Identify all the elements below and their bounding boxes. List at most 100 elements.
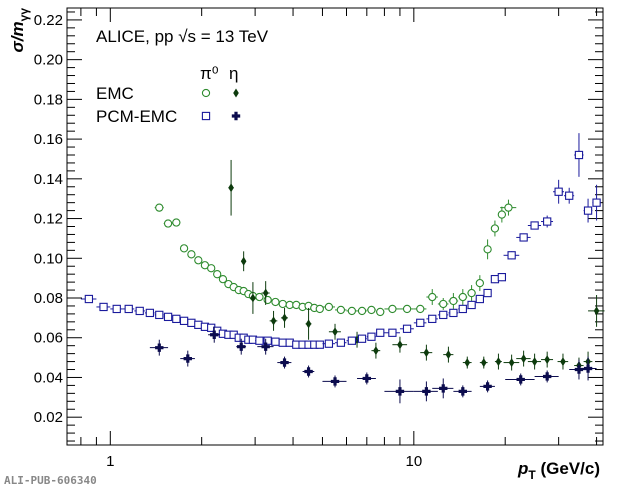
data-point (305, 319, 312, 329)
data-point (270, 316, 277, 326)
series-emc-0 (154, 199, 517, 317)
data-point (145, 308, 155, 318)
y-tick-label: 0.12 (34, 211, 63, 228)
data-point (373, 346, 379, 356)
data-point (583, 364, 593, 373)
data-point (255, 336, 264, 345)
data-point (263, 336, 272, 345)
data-point (574, 365, 584, 374)
legend-marker (201, 88, 211, 98)
data-point (480, 358, 487, 368)
data-point (124, 304, 133, 314)
data-point (464, 358, 471, 368)
publication-id: ALI-PUB-606340 (4, 474, 97, 487)
data-point (357, 306, 367, 316)
data-point (347, 306, 357, 316)
data-point (395, 387, 405, 396)
data-point (543, 217, 552, 226)
data-point (531, 357, 538, 367)
data-point (458, 304, 467, 314)
data-point (99, 302, 108, 312)
y-tick-label: 0.06 (34, 330, 63, 347)
y-tick-label: 0.16 (34, 131, 63, 148)
data-point (467, 300, 476, 310)
data-point (565, 191, 574, 200)
data-point (187, 318, 196, 327)
data-point (388, 304, 397, 314)
data-point (155, 343, 164, 352)
data-point (112, 304, 121, 314)
data-point (376, 328, 385, 337)
data-point (467, 288, 476, 298)
data-point (278, 299, 287, 309)
data-point (490, 224, 500, 233)
x-tick-label: 1 (106, 453, 114, 470)
data-point (347, 336, 357, 345)
series-extra-point (588, 295, 605, 327)
legend-label: PCM-EMC (96, 107, 177, 126)
data-point (376, 307, 385, 317)
data-point (263, 295, 272, 305)
data-point (261, 342, 270, 351)
legend: π⁰ η EMC PCM-EMC (96, 64, 241, 126)
data-point (179, 244, 189, 253)
data-point (574, 150, 584, 160)
data-point (362, 374, 372, 383)
data-point (490, 274, 500, 284)
axis-titles: pT (GeV/c) σ/mγγ (8, 8, 600, 482)
legend-header-eta: η (229, 64, 238, 83)
axes: 1 10 0.02 0.04 0.06 0.08 0.10 0.12 0.14 0.16 0.18 0… (34, 8, 603, 470)
data-point (357, 334, 367, 343)
data-point (271, 337, 280, 346)
data-point (213, 270, 222, 279)
data-point (240, 256, 247, 266)
y-axis-title: σ/mγγ (8, 8, 31, 53)
data-point (495, 357, 502, 367)
y-tick-label: 0.08 (34, 290, 63, 307)
data-point (439, 384, 448, 393)
data-point (280, 358, 289, 367)
data-point (497, 273, 507, 282)
y-tick-label: 0.14 (34, 171, 63, 188)
data-point (422, 387, 431, 396)
data-point (544, 355, 550, 365)
data-point (304, 367, 313, 376)
data-point (592, 198, 601, 207)
data-point (210, 330, 219, 339)
data-point (367, 305, 376, 315)
data-point (449, 296, 458, 306)
data-point (542, 372, 552, 381)
data-point (84, 294, 94, 304)
legend-marker (201, 111, 211, 121)
data-point (439, 299, 448, 309)
y-tick-label: 0.02 (34, 409, 63, 426)
data-point (560, 357, 566, 367)
data-point (402, 304, 412, 314)
data-point (271, 297, 280, 307)
data-point (332, 327, 338, 337)
chart-title: ALICE, pp √s = 13 TeV (96, 27, 269, 46)
data-point (336, 338, 346, 347)
data-point (397, 340, 403, 350)
data-point (508, 358, 515, 368)
data-point (583, 206, 593, 215)
data-point (315, 304, 324, 314)
data-point (416, 304, 425, 314)
data-point (250, 293, 256, 303)
data-point (449, 308, 458, 318)
data-point (519, 233, 528, 242)
data-point (428, 292, 437, 302)
data-point (367, 332, 376, 341)
data-point (516, 375, 525, 384)
data-point (483, 288, 492, 298)
data-point (593, 306, 600, 316)
data-point (445, 350, 452, 360)
data-point (402, 324, 412, 333)
data-point (179, 316, 189, 326)
data-point (324, 339, 334, 348)
data-point (172, 314, 181, 324)
legend-marker (233, 88, 239, 98)
data-point (330, 377, 340, 386)
series-pcm-emc-0 (80, 133, 601, 349)
